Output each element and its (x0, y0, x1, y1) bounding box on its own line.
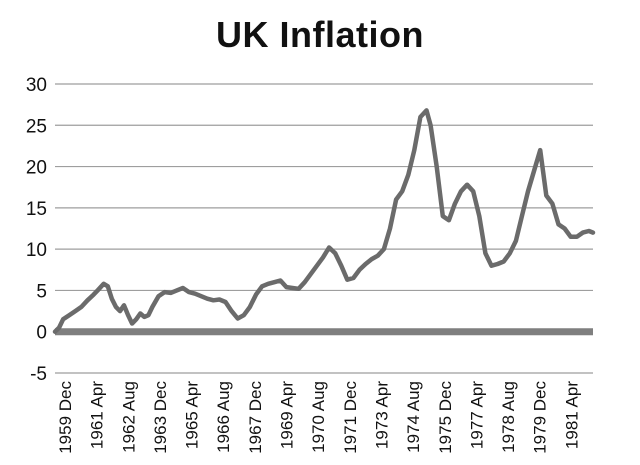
y-tick-label: 15 (26, 199, 47, 220)
x-tick-label: 1966 Aug (214, 381, 233, 453)
gridlines (55, 83, 593, 374)
x-tick-label: 1961 Apr (88, 381, 107, 449)
x-tick-label: 1979 Dec (531, 381, 550, 454)
y-tick-label: 25 (26, 116, 47, 137)
y-tick-label: 30 (26, 75, 47, 96)
y-tick-label: 20 (26, 158, 47, 179)
x-tick-label: 1973 Apr (373, 381, 392, 449)
x-tick-label: 1974 Aug (404, 381, 423, 453)
y-tick-label: -5 (30, 364, 47, 385)
x-tick-label: 1981 Apr (562, 381, 581, 449)
x-tick-label: 1965 Apr (183, 381, 202, 449)
x-tick-label: 1970 Aug (309, 381, 328, 453)
series-line (52, 108, 596, 334)
y-tick-label: 10 (26, 240, 47, 261)
x-tick-label: 1978 Aug (499, 381, 518, 453)
x-tick-label: 1967 Dec (246, 381, 265, 454)
x-tick-label: 1959 Dec (56, 381, 75, 454)
x-tick-label: 1977 Apr (467, 381, 486, 449)
x-tick-label: 1962 Aug (119, 381, 138, 453)
series-layer (52, 108, 596, 334)
x-tick-label: 1963 Dec (151, 381, 170, 454)
x-tick-label: 1975 Dec (436, 381, 455, 454)
x-tick-label: 1971 Dec (341, 381, 360, 454)
x-tick-label: 1969 Apr (278, 381, 297, 449)
y-axis-ticks: -5 0 5 10 15 20 25 30 (26, 75, 47, 385)
x-axis-ticks: 1959 Dec 1961 Apr 1962 Aug 1963 Dec 1965 Apr… (56, 381, 581, 454)
chart-title: UK Inflation (216, 14, 424, 55)
y-tick-label: 5 (36, 281, 47, 302)
y-tick-label: 0 (36, 323, 47, 344)
